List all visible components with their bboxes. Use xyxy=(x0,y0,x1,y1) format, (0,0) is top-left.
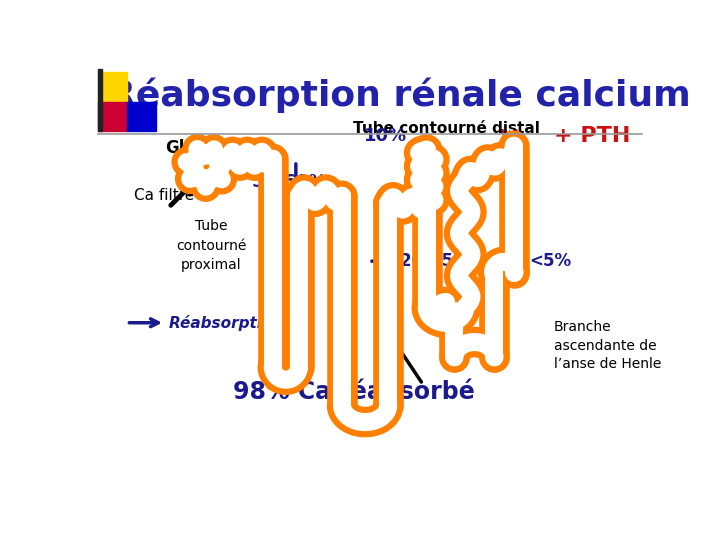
Bar xyxy=(98,70,102,131)
Text: Tube
contourné
proximal: Tube contourné proximal xyxy=(176,219,246,272)
Text: 20-25 %: 20-25 % xyxy=(400,252,475,270)
Text: 50-60%: 50-60% xyxy=(251,173,327,191)
Text: 10%: 10% xyxy=(364,127,408,145)
Text: Glomérule: Glomérule xyxy=(165,139,261,157)
Text: Tube contourné distal: Tube contourné distal xyxy=(353,121,539,136)
Text: <5%: <5% xyxy=(529,252,571,270)
Text: Ca filtré: Ca filtré xyxy=(134,188,194,203)
Bar xyxy=(127,102,156,131)
Text: 98% Ca réabsorbé: 98% Ca réabsorbé xyxy=(233,380,474,404)
Bar xyxy=(98,72,127,102)
Text: Branche
ascendante de
l’anse de Henle: Branche ascendante de l’anse de Henle xyxy=(554,320,661,372)
Bar xyxy=(98,102,127,131)
Text: + PTH: + PTH xyxy=(554,126,630,146)
Text: Réabsorption rénale calcium: Réabsorption rénale calcium xyxy=(109,78,691,113)
Text: Réabsorption Ca: Réabsorption Ca xyxy=(168,315,310,330)
